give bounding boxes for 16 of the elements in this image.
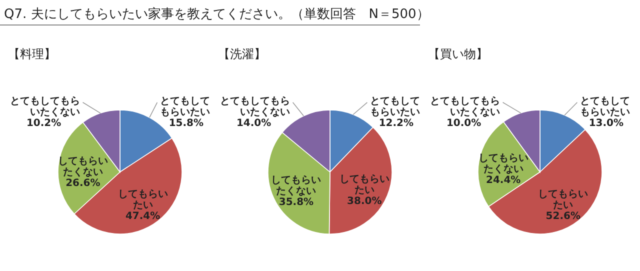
slice-label: してもらいたくない 26.6% — [56, 156, 109, 189]
chart-title: 【洗濯】 — [218, 47, 266, 61]
chart-title: 【料理】 — [8, 47, 56, 61]
slice-label: とてもしてもらいたい 15.8% — [160, 96, 212, 129]
slice-label: とてもしてもらいたくない 10.2% — [8, 96, 80, 129]
text: Q7. 夫にしてもらいたい家事を教えてください。（単数回答 N＝500） — [4, 6, 430, 22]
slice-label: とてもしてもらいたい 13.0% — [580, 96, 632, 129]
slice-label: してもらいたくない 24.4% — [477, 152, 530, 186]
slice-label: とてもしてもらいたくない 14.0% — [218, 96, 290, 129]
slice-label: してもらいたい 38.0% — [338, 174, 390, 207]
slice-label: とてもしてもらいたい 12.2% — [370, 96, 422, 129]
slice-label: とてもしてもらいたくない 10.0% — [428, 96, 500, 129]
slice-label: してもらいたくない 35.8% — [270, 175, 322, 208]
chart-title: 【買い物】 — [428, 47, 488, 61]
slice-label: してもらいたい 52.6% — [537, 188, 590, 222]
slice-label: してもらいたい 47.4% — [116, 188, 169, 222]
